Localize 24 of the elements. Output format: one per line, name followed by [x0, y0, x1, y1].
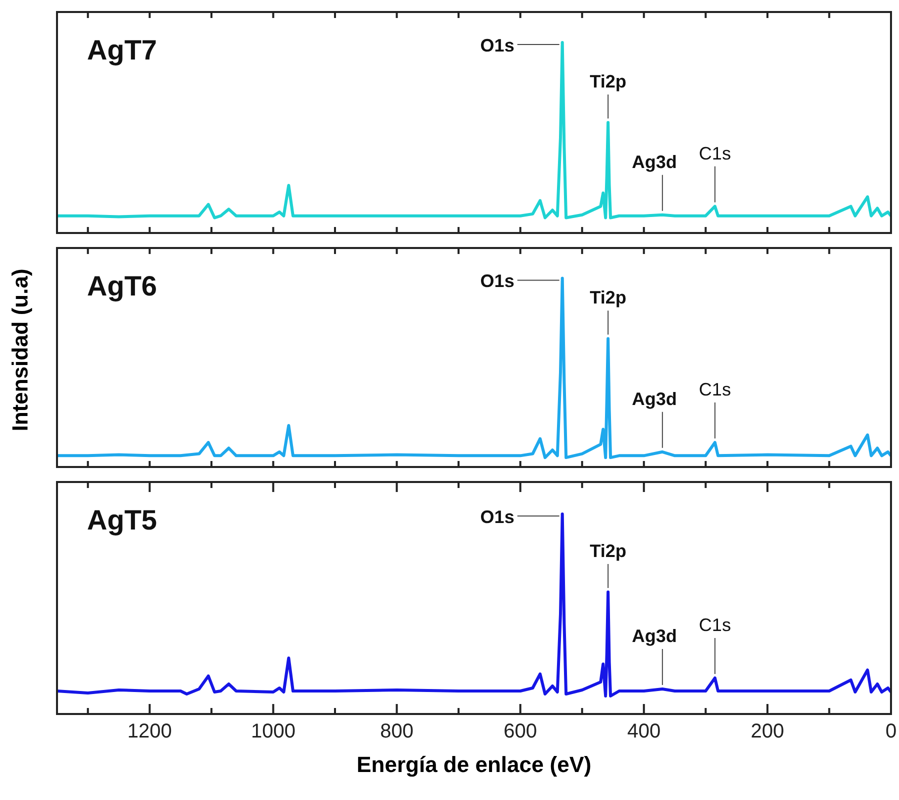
annotation: Ag3d	[632, 626, 677, 646]
chart-title: AgT5	[87, 504, 157, 536]
x-tick-label: 1200	[127, 720, 172, 743]
x-tick-label: 600	[504, 720, 538, 743]
annotation: Ti2p	[590, 288, 626, 308]
x-tick-label: 800	[380, 720, 414, 743]
annotation: C1s	[698, 143, 731, 164]
chart-title: AgT7	[87, 34, 157, 66]
x-tick-label: 1000	[250, 720, 296, 743]
annotation: Ti2p	[590, 540, 626, 561]
annotation: C1s	[698, 379, 731, 400]
annotation: Ti2p	[590, 71, 626, 92]
annotation: O1s	[480, 271, 514, 292]
y-axis-title: Intensidad (u.a)	[7, 268, 33, 432]
annotation: C1s	[698, 614, 731, 635]
x-tick-label: 200	[750, 720, 784, 743]
chart-title: AgT6	[87, 270, 157, 302]
annotation: O1s	[480, 506, 514, 527]
x-tick-label: 0	[885, 720, 897, 743]
x-tick-label: 400	[627, 720, 661, 743]
x-axis-title: Energía de enlace (eV)	[356, 752, 592, 778]
annotation: O1s	[480, 35, 514, 56]
annotation: Ag3d	[632, 152, 677, 172]
annotation: Ag3d	[632, 388, 677, 409]
